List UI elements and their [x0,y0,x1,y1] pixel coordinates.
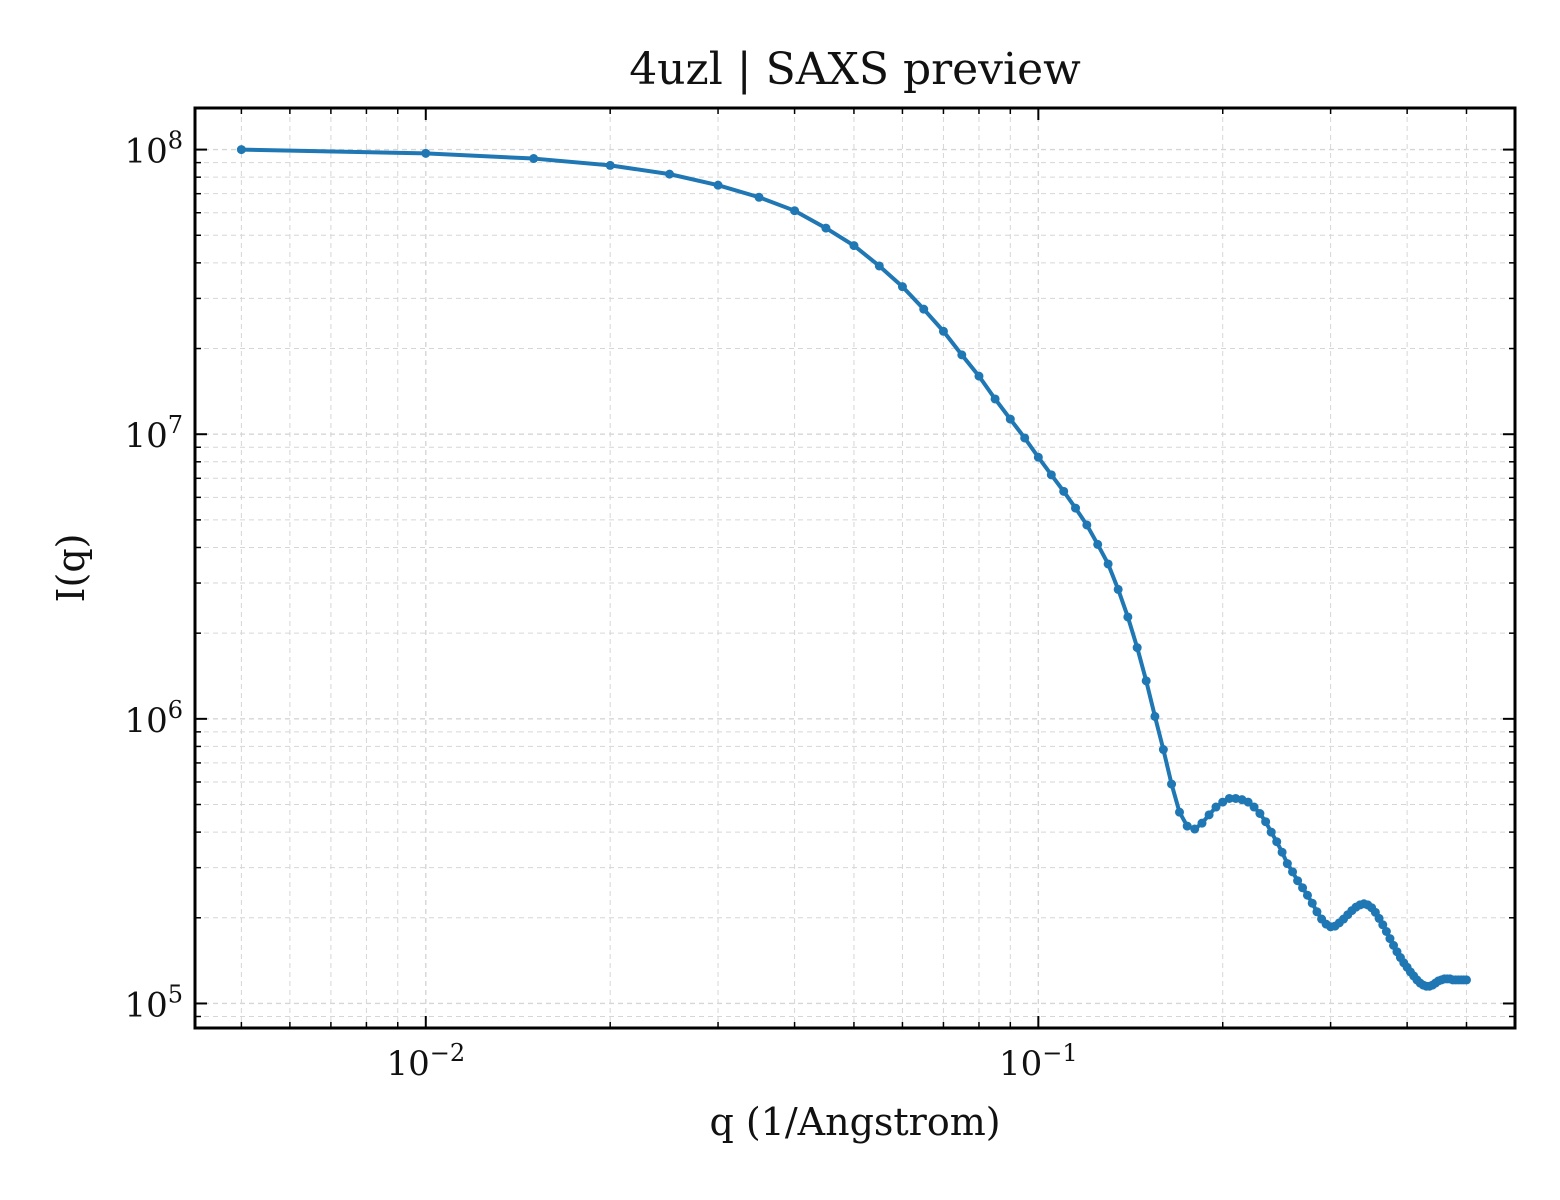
data-point [1272,837,1282,847]
data-point [1298,883,1308,893]
y-tick-label: 107 [124,411,183,456]
data-point [957,350,967,360]
minor-gridlines [195,108,1515,1028]
data-point [754,192,764,202]
data-point [1218,797,1228,807]
y-axis-label: I(q) [49,534,93,603]
data-point [1293,876,1303,886]
data-point [1307,898,1317,908]
tick-labels: 10−2 10−1 105 106 107 108 [124,127,1077,1084]
data-point [938,326,948,336]
data-point [1312,907,1322,917]
data-point [790,206,800,216]
data-point [1059,486,1069,496]
series-layer [236,145,1471,991]
data-point [665,169,675,179]
data-point [1141,676,1151,686]
data-point [1082,520,1092,530]
plot-frame [193,106,1517,1030]
y-tick-label: 106 [124,696,183,741]
data-point [1204,810,1214,820]
data-point [990,394,1000,404]
data-point [1255,808,1265,818]
data-point [1190,824,1200,834]
data-point [1093,539,1103,549]
data-point [1033,452,1043,462]
data-point [605,160,615,170]
data-point [1020,433,1030,443]
data-point [1103,559,1113,569]
data-point [1175,807,1185,817]
data-point [1005,414,1015,424]
data-point [1378,920,1388,930]
data-point [1150,711,1160,721]
data-point [1197,818,1207,828]
x-axis-label: q (1/Angstrom) [709,1100,1000,1144]
data-point [1211,802,1221,812]
y-tick-label: 105 [124,980,183,1025]
data-point [236,145,246,155]
data-point [1261,817,1271,827]
data-point [1381,927,1391,937]
x-tick-label: 10−2 [386,1039,465,1084]
major-gridlines [195,108,1515,1028]
data-point [1123,612,1133,622]
data-point [919,304,929,314]
data-point [1249,802,1259,812]
data-point [1113,584,1123,594]
data-point [1071,503,1081,513]
data-point [1158,745,1168,755]
data-point [1243,797,1253,807]
data-point [1224,793,1234,803]
data-point [897,282,907,292]
data-point [1277,847,1287,857]
data-point [1282,859,1292,869]
data-point [1302,890,1312,900]
data-point [1266,827,1276,837]
data-point [821,223,831,233]
data-point [1385,934,1395,944]
data-point [1167,779,1177,789]
data-point [713,180,723,190]
data-point [1046,470,1056,480]
data-point [529,154,539,164]
data-point [874,261,884,271]
data-point [1461,975,1471,985]
data-point [1182,821,1192,831]
data-point [974,371,984,381]
x-tick-label: 10−1 [999,1039,1078,1084]
data-point [1132,643,1142,653]
chart-title: 4uzl | SAXS preview [629,44,1081,95]
data-point [421,148,431,158]
data-point [849,241,859,251]
data-point [1288,867,1298,877]
y-tick-label: 108 [124,127,183,172]
